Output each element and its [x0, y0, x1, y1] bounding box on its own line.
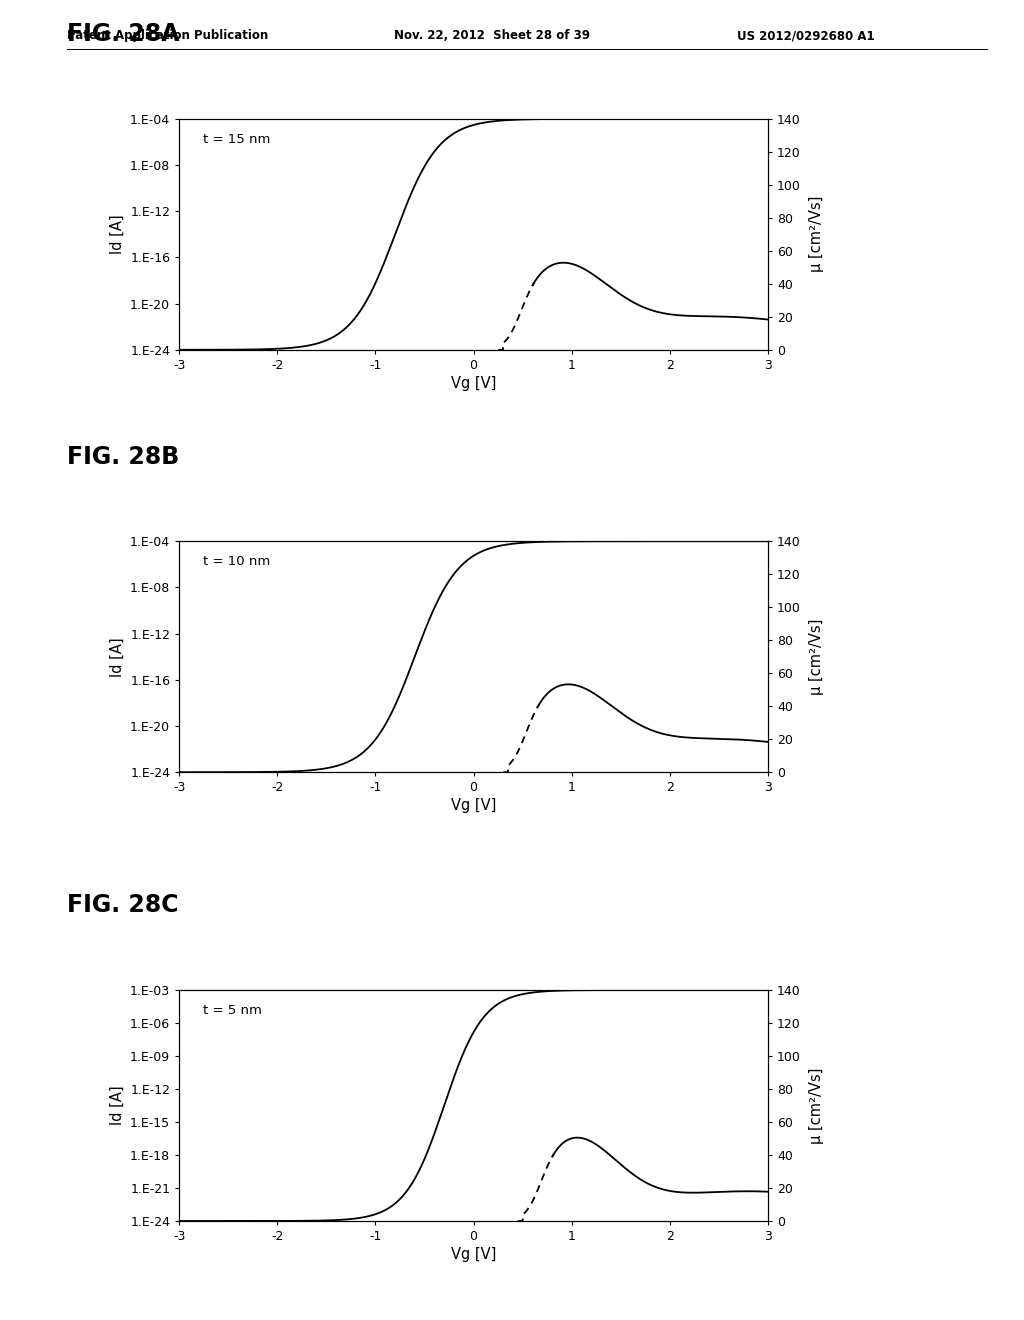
- Text: FIG. 28B: FIG. 28B: [67, 445, 179, 469]
- Y-axis label: Id [A]: Id [A]: [110, 636, 124, 677]
- Text: Patent Application Publication: Patent Application Publication: [67, 29, 268, 42]
- Text: t = 15 nm: t = 15 nm: [203, 133, 270, 145]
- Text: FIG. 28A: FIG. 28A: [67, 22, 179, 46]
- Text: Nov. 22, 2012  Sheet 28 of 39: Nov. 22, 2012 Sheet 28 of 39: [394, 29, 590, 42]
- Y-axis label: Id [A]: Id [A]: [110, 1085, 125, 1126]
- Text: t = 10 nm: t = 10 nm: [203, 556, 270, 568]
- Y-axis label: μ [cm²/Vs]: μ [cm²/Vs]: [809, 619, 824, 694]
- Y-axis label: μ [cm²/Vs]: μ [cm²/Vs]: [809, 197, 824, 272]
- Y-axis label: Id [A]: Id [A]: [110, 214, 124, 255]
- Y-axis label: μ [cm²/Vs]: μ [cm²/Vs]: [809, 1068, 824, 1143]
- X-axis label: Vg [V]: Vg [V]: [451, 1247, 497, 1262]
- X-axis label: Vg [V]: Vg [V]: [451, 799, 497, 813]
- Text: FIG. 28C: FIG. 28C: [67, 894, 178, 917]
- Text: t = 5 nm: t = 5 nm: [203, 1003, 261, 1016]
- X-axis label: Vg [V]: Vg [V]: [451, 376, 497, 391]
- Text: US 2012/0292680 A1: US 2012/0292680 A1: [737, 29, 874, 42]
